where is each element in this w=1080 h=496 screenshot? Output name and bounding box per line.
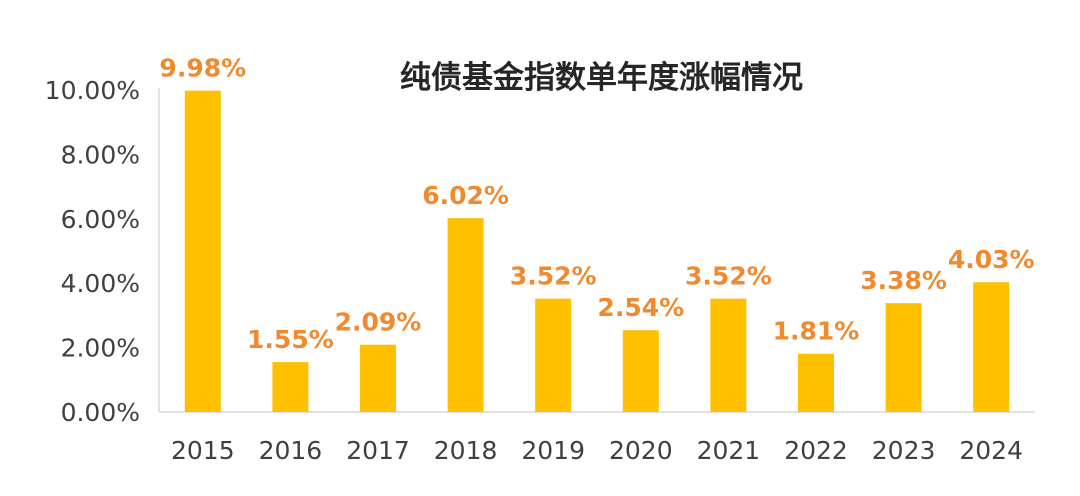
x-tick-label: 2016 [259,436,323,465]
bar-2017 [360,344,396,412]
bar-2024 [973,282,1010,412]
x-tick-label: 2019 [521,436,585,465]
x-tick-label: 2015 [171,436,235,465]
x-tick-label: 2024 [959,436,1023,465]
bar-2019 [535,298,572,412]
data-label: 1.55% [247,325,334,354]
data-label: 3.52% [510,262,597,291]
x-tick-label: 2022 [784,436,848,465]
y-tick-label: 6.00% [61,205,140,234]
bar-2022 [798,353,834,412]
bar-2021 [710,298,747,412]
bar-2023 [885,303,922,412]
bar-2016 [272,362,309,412]
y-tick-label: 0.00% [61,398,140,427]
bar-2020 [622,330,659,412]
y-tick-label: 2.00% [61,334,140,363]
y-tick-label: 8.00% [61,140,140,169]
data-label: 6.02% [422,181,509,210]
data-label: 9.98% [159,54,246,83]
x-tick-label: 2018 [434,436,498,465]
x-tick-label: 2021 [697,436,761,465]
data-label: 3.38% [860,266,947,295]
data-label: 4.03% [948,245,1035,274]
x-tick-label: 2023 [872,436,936,465]
data-label: 2.54% [597,293,684,322]
y-tick-label: 4.00% [61,269,140,298]
data-label: 2.09% [335,308,422,337]
bar-2018 [447,218,484,412]
data-label: 3.52% [685,262,772,291]
y-tick-label: 10.00% [45,76,140,105]
x-tick-label: 2017 [346,436,410,465]
data-label: 1.81% [773,317,860,346]
bar-2015 [184,90,221,413]
chart-title: 纯债基金指数单年度涨幅情况 [400,60,803,96]
x-tick-label: 2020 [609,436,673,465]
